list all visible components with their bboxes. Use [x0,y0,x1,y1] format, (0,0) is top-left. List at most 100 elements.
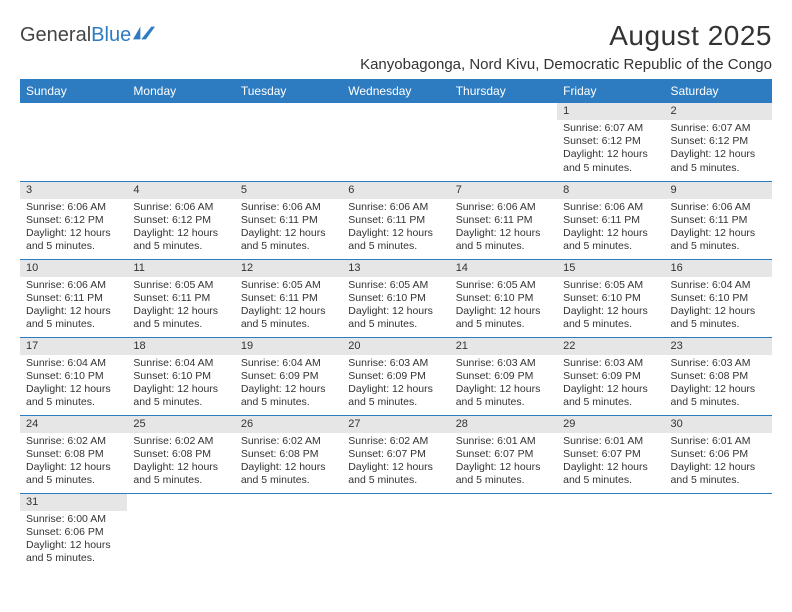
day-details: Sunrise: 6:03 AMSunset: 6:08 PMDaylight:… [665,355,772,414]
calendar-day-cell: 23Sunrise: 6:03 AMSunset: 6:08 PMDayligh… [665,337,772,415]
daylight-text: Daylight: 12 hours and 5 minutes. [563,305,658,331]
calendar-week-row: 31Sunrise: 6:00 AMSunset: 6:06 PMDayligh… [20,493,772,571]
sunset-text: Sunset: 6:11 PM [241,292,336,305]
day-number: 19 [235,338,342,355]
daylight-text: Daylight: 12 hours and 5 minutes. [671,461,766,487]
sunset-text: Sunset: 6:12 PM [26,214,121,227]
title-block: August 2025 Kanyobagonga, Nord Kivu, Dem… [360,20,772,73]
calendar-day-cell [450,103,557,181]
calendar-day-cell: 8Sunrise: 6:06 AMSunset: 6:11 PMDaylight… [557,181,664,259]
sunrise-text: Sunrise: 6:01 AM [671,435,766,448]
daylight-text: Daylight: 12 hours and 5 minutes. [26,227,121,253]
daylight-text: Daylight: 12 hours and 5 minutes. [348,383,443,409]
day-details: Sunrise: 6:04 AMSunset: 6:10 PMDaylight:… [20,355,127,414]
day-details: Sunrise: 6:06 AMSunset: 6:11 PMDaylight:… [665,199,772,258]
sunset-text: Sunset: 6:08 PM [241,448,336,461]
sunrise-text: Sunrise: 6:06 AM [241,201,336,214]
day-number: 20 [342,338,449,355]
sunset-text: Sunset: 6:09 PM [348,370,443,383]
calendar-day-cell [235,103,342,181]
day-details: Sunrise: 6:01 AMSunset: 6:07 PMDaylight:… [557,433,664,492]
daylight-text: Daylight: 12 hours and 5 minutes. [241,383,336,409]
sunset-text: Sunset: 6:08 PM [671,370,766,383]
calendar-day-cell [665,493,772,571]
sunrise-text: Sunrise: 6:04 AM [26,357,121,370]
flag-icon [133,26,155,40]
sunset-text: Sunset: 6:12 PM [133,214,228,227]
day-details: Sunrise: 6:04 AMSunset: 6:10 PMDaylight:… [665,277,772,336]
calendar-week-row: 1Sunrise: 6:07 AMSunset: 6:12 PMDaylight… [20,103,772,181]
calendar-day-cell: 26Sunrise: 6:02 AMSunset: 6:08 PMDayligh… [235,415,342,493]
daylight-text: Daylight: 12 hours and 5 minutes. [26,383,121,409]
sunrise-text: Sunrise: 6:02 AM [348,435,443,448]
day-number: 11 [127,260,234,277]
day-number: 16 [665,260,772,277]
sunrise-text: Sunrise: 6:03 AM [348,357,443,370]
daylight-text: Daylight: 12 hours and 5 minutes. [563,227,658,253]
sunset-text: Sunset: 6:07 PM [348,448,443,461]
sunrise-text: Sunrise: 6:06 AM [26,279,121,292]
day-number: 17 [20,338,127,355]
calendar-day-cell: 14Sunrise: 6:05 AMSunset: 6:10 PMDayligh… [450,259,557,337]
sunset-text: Sunset: 6:10 PM [456,292,551,305]
day-header: Monday [127,79,234,103]
day-number: 5 [235,182,342,199]
calendar-day-cell [127,103,234,181]
day-number: 12 [235,260,342,277]
calendar-day-cell: 15Sunrise: 6:05 AMSunset: 6:10 PMDayligh… [557,259,664,337]
day-details: Sunrise: 6:06 AMSunset: 6:11 PMDaylight:… [342,199,449,258]
sunrise-text: Sunrise: 6:05 AM [133,279,228,292]
sunrise-text: Sunrise: 6:06 AM [26,201,121,214]
calendar-table: SundayMondayTuesdayWednesdayThursdayFrid… [20,79,772,571]
day-number: 18 [127,338,234,355]
day-number: 2 [665,103,772,120]
day-number: 1 [557,103,664,120]
sunrise-text: Sunrise: 6:05 AM [241,279,336,292]
daylight-text: Daylight: 12 hours and 5 minutes. [348,227,443,253]
day-details: Sunrise: 6:04 AMSunset: 6:09 PMDaylight:… [235,355,342,414]
calendar-day-cell: 21Sunrise: 6:03 AMSunset: 6:09 PMDayligh… [450,337,557,415]
calendar-day-cell: 11Sunrise: 6:05 AMSunset: 6:11 PMDayligh… [127,259,234,337]
daylight-text: Daylight: 12 hours and 5 minutes. [456,305,551,331]
day-details: Sunrise: 6:04 AMSunset: 6:10 PMDaylight:… [127,355,234,414]
day-number: 23 [665,338,772,355]
sunset-text: Sunset: 6:10 PM [671,292,766,305]
day-details: Sunrise: 6:06 AMSunset: 6:12 PMDaylight:… [20,199,127,258]
day-details: Sunrise: 6:02 AMSunset: 6:08 PMDaylight:… [127,433,234,492]
day-number: 21 [450,338,557,355]
sunset-text: Sunset: 6:11 PM [456,214,551,227]
day-number: 10 [20,260,127,277]
calendar-day-cell: 1Sunrise: 6:07 AMSunset: 6:12 PMDaylight… [557,103,664,181]
sunset-text: Sunset: 6:10 PM [348,292,443,305]
month-title: August 2025 [360,20,772,52]
sunset-text: Sunset: 6:08 PM [133,448,228,461]
sunrise-text: Sunrise: 6:07 AM [671,122,766,135]
calendar-head: SundayMondayTuesdayWednesdayThursdayFrid… [20,79,772,103]
page-header: GeneralBlue August 2025 Kanyobagonga, No… [20,20,772,73]
sunrise-text: Sunrise: 6:06 AM [133,201,228,214]
daylight-text: Daylight: 12 hours and 5 minutes. [348,461,443,487]
sunrise-text: Sunrise: 6:05 AM [563,279,658,292]
calendar-day-cell [20,103,127,181]
sunset-text: Sunset: 6:11 PM [26,292,121,305]
sunrise-text: Sunrise: 6:02 AM [26,435,121,448]
daylight-text: Daylight: 12 hours and 5 minutes. [133,227,228,253]
day-number: 4 [127,182,234,199]
calendar-week-row: 24Sunrise: 6:02 AMSunset: 6:08 PMDayligh… [20,415,772,493]
day-number: 9 [665,182,772,199]
daylight-text: Daylight: 12 hours and 5 minutes. [671,383,766,409]
day-details: Sunrise: 6:02 AMSunset: 6:08 PMDaylight:… [20,433,127,492]
daylight-text: Daylight: 12 hours and 5 minutes. [671,148,766,174]
calendar-day-cell [342,103,449,181]
day-number: 28 [450,416,557,433]
sunset-text: Sunset: 6:10 PM [563,292,658,305]
calendar-day-cell: 6Sunrise: 6:06 AMSunset: 6:11 PMDaylight… [342,181,449,259]
sunrise-text: Sunrise: 6:04 AM [241,357,336,370]
calendar-day-cell [127,493,234,571]
daylight-text: Daylight: 12 hours and 5 minutes. [241,227,336,253]
sunset-text: Sunset: 6:10 PM [133,370,228,383]
sunset-text: Sunset: 6:06 PM [671,448,766,461]
day-details: Sunrise: 6:03 AMSunset: 6:09 PMDaylight:… [342,355,449,414]
calendar-day-cell: 7Sunrise: 6:06 AMSunset: 6:11 PMDaylight… [450,181,557,259]
sunset-text: Sunset: 6:07 PM [563,448,658,461]
